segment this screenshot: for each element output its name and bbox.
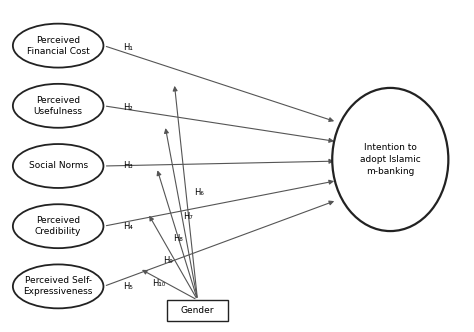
Text: H₆: H₆: [194, 188, 204, 197]
Text: Perceived
Usefulness: Perceived Usefulness: [34, 96, 82, 116]
Ellipse shape: [13, 24, 103, 68]
Text: Perceived Self-
Expressiveness: Perceived Self- Expressiveness: [24, 276, 93, 296]
Text: Intention to
adopt Islamic
m-banking: Intention to adopt Islamic m-banking: [360, 143, 420, 176]
Ellipse shape: [332, 88, 448, 231]
Text: H₅: H₅: [123, 282, 133, 291]
Ellipse shape: [13, 264, 103, 308]
Text: H₁: H₁: [123, 43, 133, 52]
Text: H₉: H₉: [163, 256, 173, 265]
Text: H₈: H₈: [173, 234, 183, 243]
Text: H₇: H₇: [183, 212, 193, 221]
Text: Perceived
Credibility: Perceived Credibility: [35, 216, 82, 236]
FancyBboxPatch shape: [167, 300, 228, 321]
Ellipse shape: [13, 144, 103, 188]
Text: H₂: H₂: [123, 103, 133, 112]
Ellipse shape: [13, 204, 103, 248]
Ellipse shape: [13, 84, 103, 128]
Text: Social Norms: Social Norms: [28, 161, 88, 171]
Text: H₄: H₄: [123, 222, 133, 231]
Text: H₁₀: H₁₀: [153, 279, 165, 288]
Text: Gender: Gender: [181, 306, 214, 315]
Text: Perceived
Financial Cost: Perceived Financial Cost: [27, 36, 90, 56]
Text: H₃: H₃: [123, 161, 133, 171]
